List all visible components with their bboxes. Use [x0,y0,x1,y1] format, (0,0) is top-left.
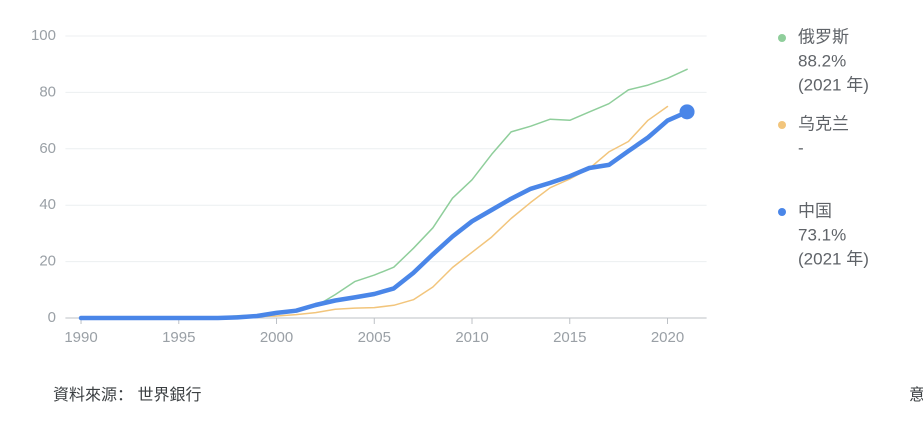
x-tick-label: 2020 [651,329,684,346]
legend-label: 乌克兰 [798,114,849,133]
legend-swatch [778,121,786,129]
legend-year: (2021 年) [798,75,869,94]
legend-value: - [798,138,804,157]
end-point [679,104,695,120]
x-tick-label: 2005 [358,329,391,346]
legend-swatch [778,34,786,42]
y-tick-label: 60 [39,140,56,157]
series-line [80,68,688,319]
y-tick-label: 0 [48,309,56,326]
legend-label: 中国 [798,201,832,220]
legend-value: 73.1% [798,225,846,244]
y-tick-label: 40 [39,196,56,213]
legend-item: 乌克兰 - [778,114,849,157]
x-tick-label: 1990 [64,329,97,346]
corner-text: 意 [909,385,923,404]
legend-item: 俄罗斯 88.2% (2021 年) [778,27,869,94]
legend-swatch [778,208,786,216]
y-tick-label: 100 [31,27,56,44]
series-line [78,109,690,321]
legend-item: 中国 73.1% (2021 年) [778,201,869,268]
y-tick-label: 80 [39,83,56,100]
legend-value: 88.2% [798,51,846,70]
y-tick-label: 20 [39,253,56,270]
series-line [80,105,669,319]
x-tick-label: 1995 [162,329,195,346]
x-tick-label: 2000 [260,329,293,346]
source: 資料來源： 世界銀行 [53,386,201,404]
x-tick-label: 2015 [553,329,586,346]
x-tick-label: 2010 [455,329,488,346]
legend-label: 俄罗斯 [798,27,849,46]
legend-year: (2021 年) [798,249,869,268]
